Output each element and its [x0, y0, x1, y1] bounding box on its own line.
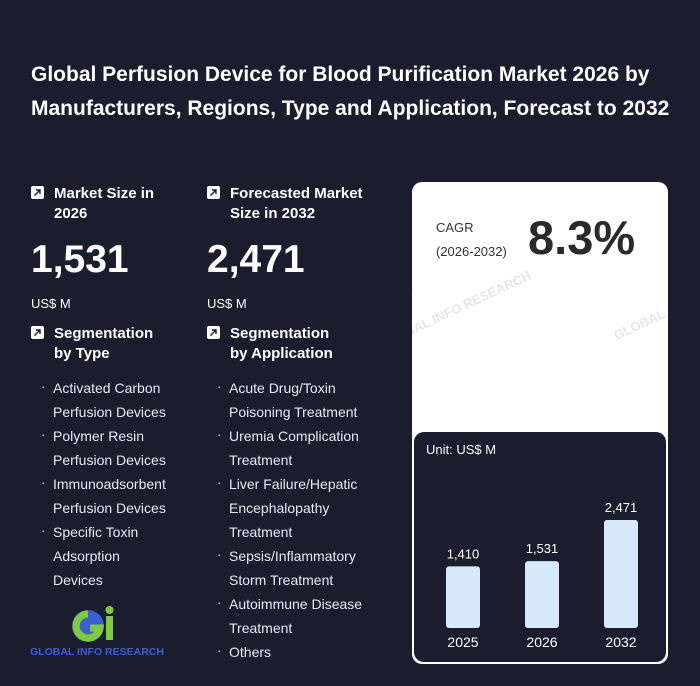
market-size-block: Market Size in 2026 1,531 US$ M	[31, 184, 201, 311]
bar-value-label: 1,531	[526, 541, 559, 556]
cagr-label: CAGR (2026-2032)	[436, 216, 507, 264]
arrow-icon	[207, 326, 220, 339]
bar-value-label: 1,410	[447, 546, 480, 561]
bar-2032	[604, 520, 638, 628]
watermark-icon: GLOBAL INFO RESEARCH	[412, 267, 534, 352]
arrow-icon	[207, 186, 220, 199]
cagr-value: 8.3%	[528, 211, 636, 264]
application-item: Uremia Complication Treatment	[217, 422, 371, 472]
cagr-label-line1: CAGR	[436, 220, 474, 235]
type-item: Immunoadsorbent Perfusion Devices	[41, 470, 181, 520]
x-tick-label: 2032	[605, 634, 636, 650]
type-item: Activated Carbon Perfusion Devices	[41, 374, 181, 424]
market-size-label: Market Size in 2026	[54, 185, 155, 222]
segmentation-type-block: Segmentation by Type Activated Carbon Pe…	[31, 324, 191, 592]
application-item: Autoimmune Disease Treatment	[217, 590, 371, 640]
watermark-icon: GLOBAL	[611, 306, 668, 343]
type-item: Polymer Resin Perfusion Devices	[41, 422, 181, 472]
segmentation-type-label: Segmentation by Type	[54, 325, 154, 362]
x-tick-label: 2026	[526, 634, 557, 650]
cagr-card: Gi GLOBAL INFO RESEARCH GLOBAL CAGR (202…	[412, 182, 668, 664]
type-list: Activated Carbon Perfusion Devices Polym…	[31, 374, 181, 592]
x-tick-label: 2025	[447, 634, 478, 650]
company-logo: GLOBAL INFO RESEARCH	[30, 606, 180, 666]
arrow-icon	[31, 186, 44, 199]
market-size-unit: US$ M	[31, 296, 71, 311]
application-item: Acute Drug/Toxin Poisoning Treatment	[217, 374, 371, 424]
bar-2026	[525, 561, 559, 628]
forecast-size-block: Forecasted Market Size in 2032 2,471 US$…	[207, 184, 377, 311]
chart-unit-label: Unit: US$ M	[426, 442, 497, 457]
arrow-icon	[31, 326, 44, 339]
cagr-label-line2: (2026-2032)	[436, 244, 507, 259]
gi-logo-icon	[72, 606, 114, 642]
logo-text: GLOBAL INFO RESEARCH	[30, 646, 164, 658]
application-list: Acute Drug/Toxin Poisoning Treatment Ure…	[207, 374, 371, 664]
bar-chart: 1,410 2025 1,531 2026 2,471 2032	[446, 500, 638, 650]
chart-panel: Unit: US$ M 1,410 2025 1,531 2026 2,471 2032	[414, 432, 666, 662]
market-size-value: 1,531	[31, 238, 129, 281]
forecast-size-label: Forecasted Market Size in 2032	[230, 185, 363, 222]
segmentation-application-block: Segmentation by Application Acute Drug/T…	[207, 324, 387, 664]
application-item: Liver Failure/Hepatic Encephalopathy Tre…	[217, 470, 364, 544]
type-item: Specific Toxin Adsorption Devices	[41, 518, 143, 592]
page-title: Global Perfusion Device for Blood Purifi…	[31, 63, 670, 120]
watermark-icon: Gi	[412, 266, 419, 311]
bar-2025	[446, 566, 480, 628]
application-item: Others	[217, 638, 371, 664]
segmentation-application-label: Segmentation by Application	[230, 325, 333, 362]
forecast-size-value: 2,471	[207, 238, 305, 281]
application-item: Sepsis/Inflammatory Storm Treatment	[217, 542, 371, 592]
forecast-size-unit: US$ M	[207, 296, 247, 311]
bar-value-label: 2,471	[605, 500, 638, 515]
